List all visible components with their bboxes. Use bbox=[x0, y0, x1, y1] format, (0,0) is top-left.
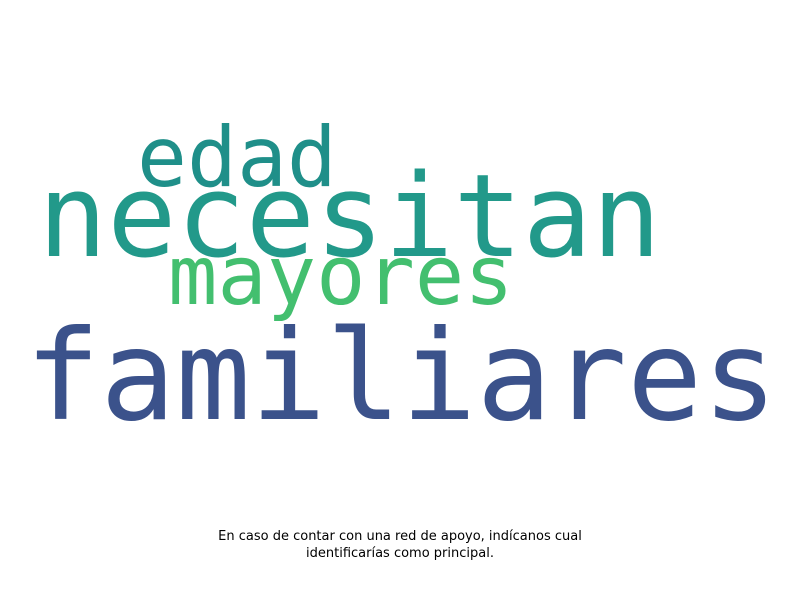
word-cloud-caption: En caso de contar con una red de apoyo, … bbox=[150, 528, 650, 562]
caption-line-1: En caso de contar con una red de apoyo, … bbox=[218, 529, 582, 544]
caption-line-2: identificarías como principal. bbox=[306, 546, 494, 561]
word-necesitan: necesitan bbox=[38, 150, 662, 284]
word-familiares: familiares bbox=[25, 304, 778, 449]
word-mayores: mayores bbox=[168, 229, 514, 324]
word-edad: edad bbox=[137, 109, 337, 206]
